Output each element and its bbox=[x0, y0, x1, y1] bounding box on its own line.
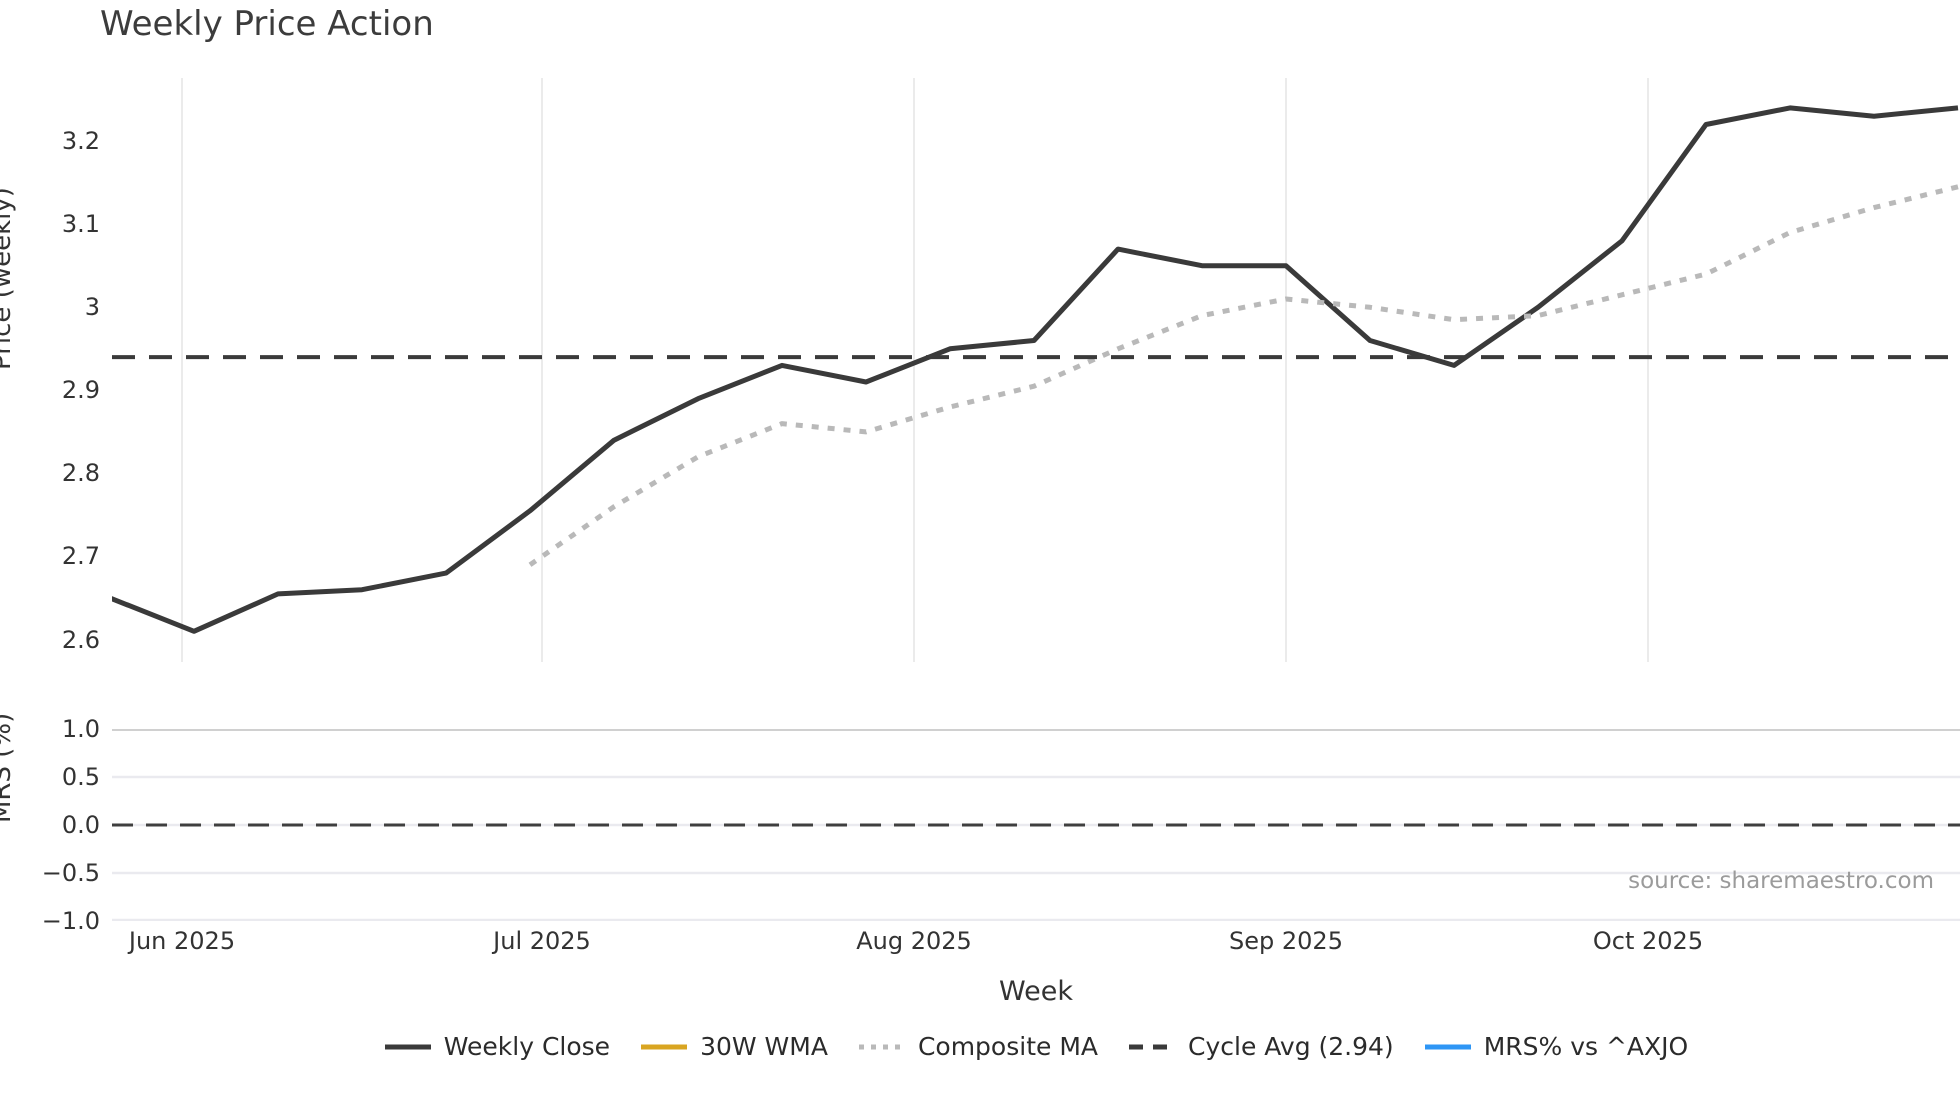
legend-swatch-solid-line bbox=[384, 1044, 431, 1049]
mrs-y-tick-label: −1.0 bbox=[41, 907, 100, 935]
composite-ma-line bbox=[528, 184, 1959, 567]
mrs-chart-panel bbox=[112, 729, 1960, 921]
legend-label: MRS% vs ^AXJO bbox=[1483, 1032, 1689, 1061]
price-chart-panel bbox=[112, 78, 1960, 662]
x-tick-label: Jun 2025 bbox=[128, 927, 236, 955]
price-y-tick-label: 3 bbox=[84, 293, 100, 322]
mrs-plot-svg bbox=[112, 729, 1960, 921]
price-plot-svg bbox=[112, 78, 1960, 662]
x-axis-title: Week bbox=[999, 976, 1073, 1007]
price-y-tick-label: 3.1 bbox=[61, 210, 100, 239]
legend-label: Weekly Close bbox=[443, 1032, 611, 1061]
legend-swatch-solid-line bbox=[641, 1044, 688, 1049]
chart-title: Weekly Price Action bbox=[100, 4, 434, 44]
price-y-axis-title: Price (weekly) bbox=[0, 187, 17, 370]
legend-item: 30W WMA bbox=[640, 1032, 828, 1061]
x-tick-label: Sep 2025 bbox=[1229, 927, 1343, 955]
price-y-tick-label: 2.6 bbox=[61, 625, 100, 654]
price-y-tick-label: 2.7 bbox=[61, 542, 100, 571]
legend-item: Composite MA bbox=[858, 1032, 1098, 1061]
legend-label: Cycle Avg (2.94) bbox=[1188, 1032, 1394, 1061]
legend-item: Cycle Avg (2.94) bbox=[1128, 1032, 1394, 1061]
mrs-y-tick-label: 0.0 bbox=[61, 811, 100, 839]
price-y-tick-label: 2.8 bbox=[61, 459, 100, 488]
legend-label: Composite MA bbox=[917, 1032, 1098, 1061]
chart-legend: Weekly Close 30W WMA Composite MA Cycle Avg… bbox=[112, 1032, 1960, 1061]
legend-label: 30W WMA bbox=[700, 1032, 828, 1061]
x-tick-label: Aug 2025 bbox=[856, 927, 972, 955]
legend-item: MRS% vs ^AXJO bbox=[1424, 1032, 1689, 1061]
mrs-y-tick-label: 0.5 bbox=[61, 763, 100, 791]
mrs-y-axis-title: MRS (%) bbox=[0, 712, 17, 823]
mrs-y-tick-label: 1.0 bbox=[61, 715, 100, 743]
mrs-y-tick-label: −0.5 bbox=[41, 859, 100, 887]
x-tick-label: Oct 2025 bbox=[1592, 927, 1704, 955]
source-attribution: source: sharemaestro.com bbox=[1628, 868, 1934, 894]
legend-swatch-solid-line bbox=[1424, 1044, 1471, 1049]
legend-swatch-dotted-line bbox=[858, 1044, 905, 1049]
price-y-tick-label: 3.2 bbox=[61, 127, 100, 156]
price-y-tick-label: 2.9 bbox=[61, 376, 100, 405]
weekly-close-line bbox=[112, 105, 1959, 634]
legend-swatch-dashed-line bbox=[1129, 1044, 1175, 1049]
x-tick-label: Jul 2025 bbox=[493, 927, 591, 955]
legend-item: Weekly Close bbox=[384, 1032, 610, 1061]
